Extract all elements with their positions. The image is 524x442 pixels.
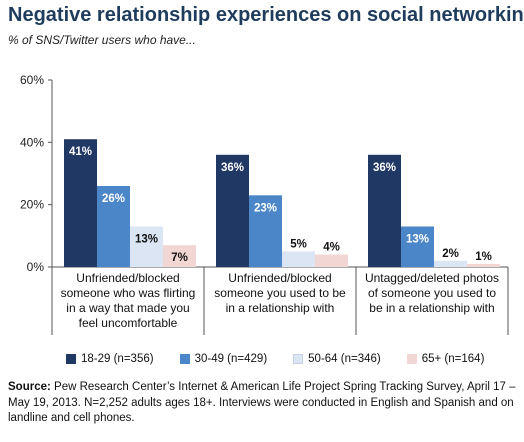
category-label: be in a relationship with	[369, 301, 494, 315]
legend-label: 50-64 (n=346)	[308, 353, 381, 365]
legend-label: 65+ (n=164)	[422, 353, 485, 365]
bar	[315, 255, 348, 267]
category-label: in a way that made you	[66, 301, 189, 315]
category-label: someone you used to be	[214, 286, 346, 300]
bar-value-label: 26%	[102, 193, 125, 205]
y-tick-label: 60%	[20, 73, 44, 87]
bar	[64, 139, 97, 267]
bar-value-label: 13%	[406, 233, 429, 245]
bar	[467, 264, 500, 267]
y-tick-label: 40%	[20, 135, 44, 149]
bar-value-label: 36%	[373, 162, 396, 174]
legend-swatch	[66, 354, 76, 364]
bar-value-label: 36%	[221, 162, 244, 174]
bar-value-label: 23%	[254, 202, 277, 214]
category-label: Untagged/deleted photos	[365, 271, 499, 285]
bar-chart: 0% 20% 40% 60% 41% 26% 13% 7% Unfriended/blocked…	[0, 0, 524, 345]
source-note: Source: Pew Research Center’s Internet &…	[8, 380, 520, 427]
bar-value-label: 41%	[69, 146, 92, 158]
bar-value-label: 2%	[442, 248, 459, 260]
legend-swatch	[293, 354, 303, 364]
legend-swatch	[407, 354, 417, 364]
bar-value-label: 5%	[290, 238, 307, 250]
bar-value-label: 4%	[323, 242, 340, 254]
legend-item-50-64: 50-64 (n=346)	[293, 353, 381, 365]
legend-item-30-49: 30-49 (n=429)	[180, 353, 268, 365]
category-label: of someone you used to	[368, 286, 496, 300]
legend-item-18-29: 18-29 (n=356)	[66, 353, 154, 365]
y-tick-label: 20%	[20, 198, 44, 212]
bar-value-label: 7%	[171, 252, 188, 264]
category-label: Unfriended/blocked	[228, 271, 331, 285]
category-label: feel uncomfortable	[79, 316, 178, 330]
category-label: in a relationship with	[226, 301, 335, 315]
bar-value-label: 1%	[475, 251, 492, 263]
legend-swatch	[180, 354, 190, 364]
bar	[282, 251, 315, 267]
bar-value-label: 13%	[135, 233, 158, 245]
legend-item-65-plus: 65+ (n=164)	[407, 353, 485, 365]
source-text: Pew Research Center’s Internet & America…	[8, 381, 516, 424]
source-label: Source:	[8, 381, 51, 393]
legend: 18-29 (n=356) 30-49 (n=429) 50-64 (n=346…	[66, 353, 506, 365]
y-tick-label: 0%	[27, 260, 45, 274]
legend-label: 30-49 (n=429)	[195, 353, 268, 365]
legend-label: 18-29 (n=356)	[81, 353, 154, 365]
category-label: someone who was flirting	[61, 286, 196, 300]
category-label: Unfriended/blocked	[76, 271, 179, 285]
bar	[434, 261, 467, 267]
